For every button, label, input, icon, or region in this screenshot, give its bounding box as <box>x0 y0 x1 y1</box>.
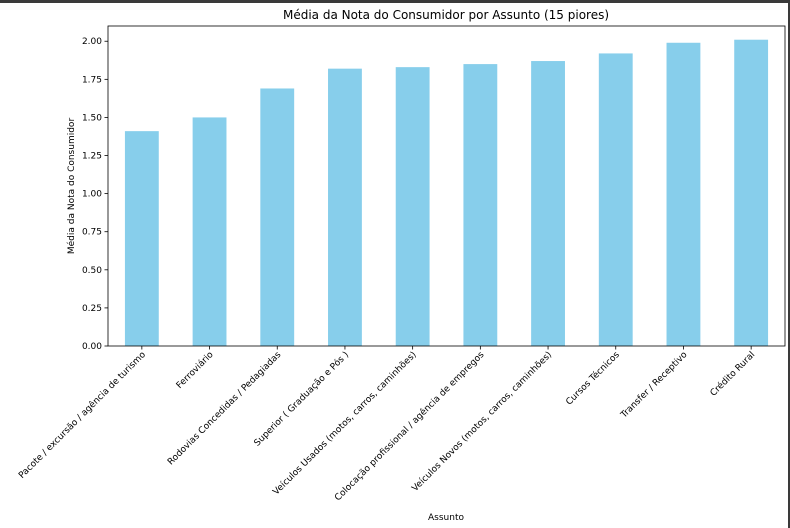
bar <box>666 42 701 347</box>
y-tick-label: 2.00 <box>82 37 102 47</box>
bar <box>734 39 769 346</box>
y-tick-label: 0.75 <box>82 228 102 238</box>
bars-group <box>124 39 769 347</box>
y-axis: 0.00 0.25 0.50 0.75 1.00 1.25 1.50 1.75 2.00 <box>82 37 108 352</box>
bar <box>328 68 362 347</box>
bar <box>531 61 565 347</box>
y-tick-label: 1.00 <box>82 190 102 200</box>
x-tick-label: Pacote / excursão / agência de turismo <box>16 349 148 481</box>
x-tick-label: Veículos Usados (motos, carros, caminhõe… <box>271 350 418 497</box>
x-tick-label: Cursos Técnicos <box>564 349 622 407</box>
x-tick-label: Ferroviário <box>175 350 216 391</box>
y-axis-label: Média da Nota do Consumidor <box>66 118 77 255</box>
bar <box>598 53 633 347</box>
window-top-border <box>0 0 790 3</box>
bar <box>395 67 430 347</box>
y-tick-label: 1.50 <box>82 113 102 123</box>
y-tick-label: 1.75 <box>82 75 102 85</box>
y-tick-label: 0.00 <box>82 342 102 352</box>
y-tick-label: 0.50 <box>82 266 102 276</box>
bar <box>124 131 159 346</box>
x-tick-label: Colocação profissional / agência de empr… <box>333 349 487 503</box>
x-axis-label: Assunto <box>428 513 464 523</box>
window-right-border <box>788 0 790 528</box>
plot-frame <box>107 25 786 347</box>
bar <box>463 64 498 346</box>
y-tick-label: 1.25 <box>82 152 102 162</box>
x-tick-label: Veículos Novos (motos, carros, caminhões… <box>410 350 554 494</box>
y-tick-label: 0.25 <box>82 304 102 314</box>
x-tick-label: Rodovias Concedidas / Pedagiadas <box>166 350 283 467</box>
bar <box>192 117 227 346</box>
x-tick-label: Transfer / Receptivo <box>619 350 690 421</box>
chart-title: Média da Nota do Consumidor por Assunto … <box>283 8 609 22</box>
bar <box>260 88 295 346</box>
x-tick-label: Crédito Rural <box>708 349 757 398</box>
x-axis: Pacote / excursão / agência de turismo Fe… <box>16 346 757 503</box>
